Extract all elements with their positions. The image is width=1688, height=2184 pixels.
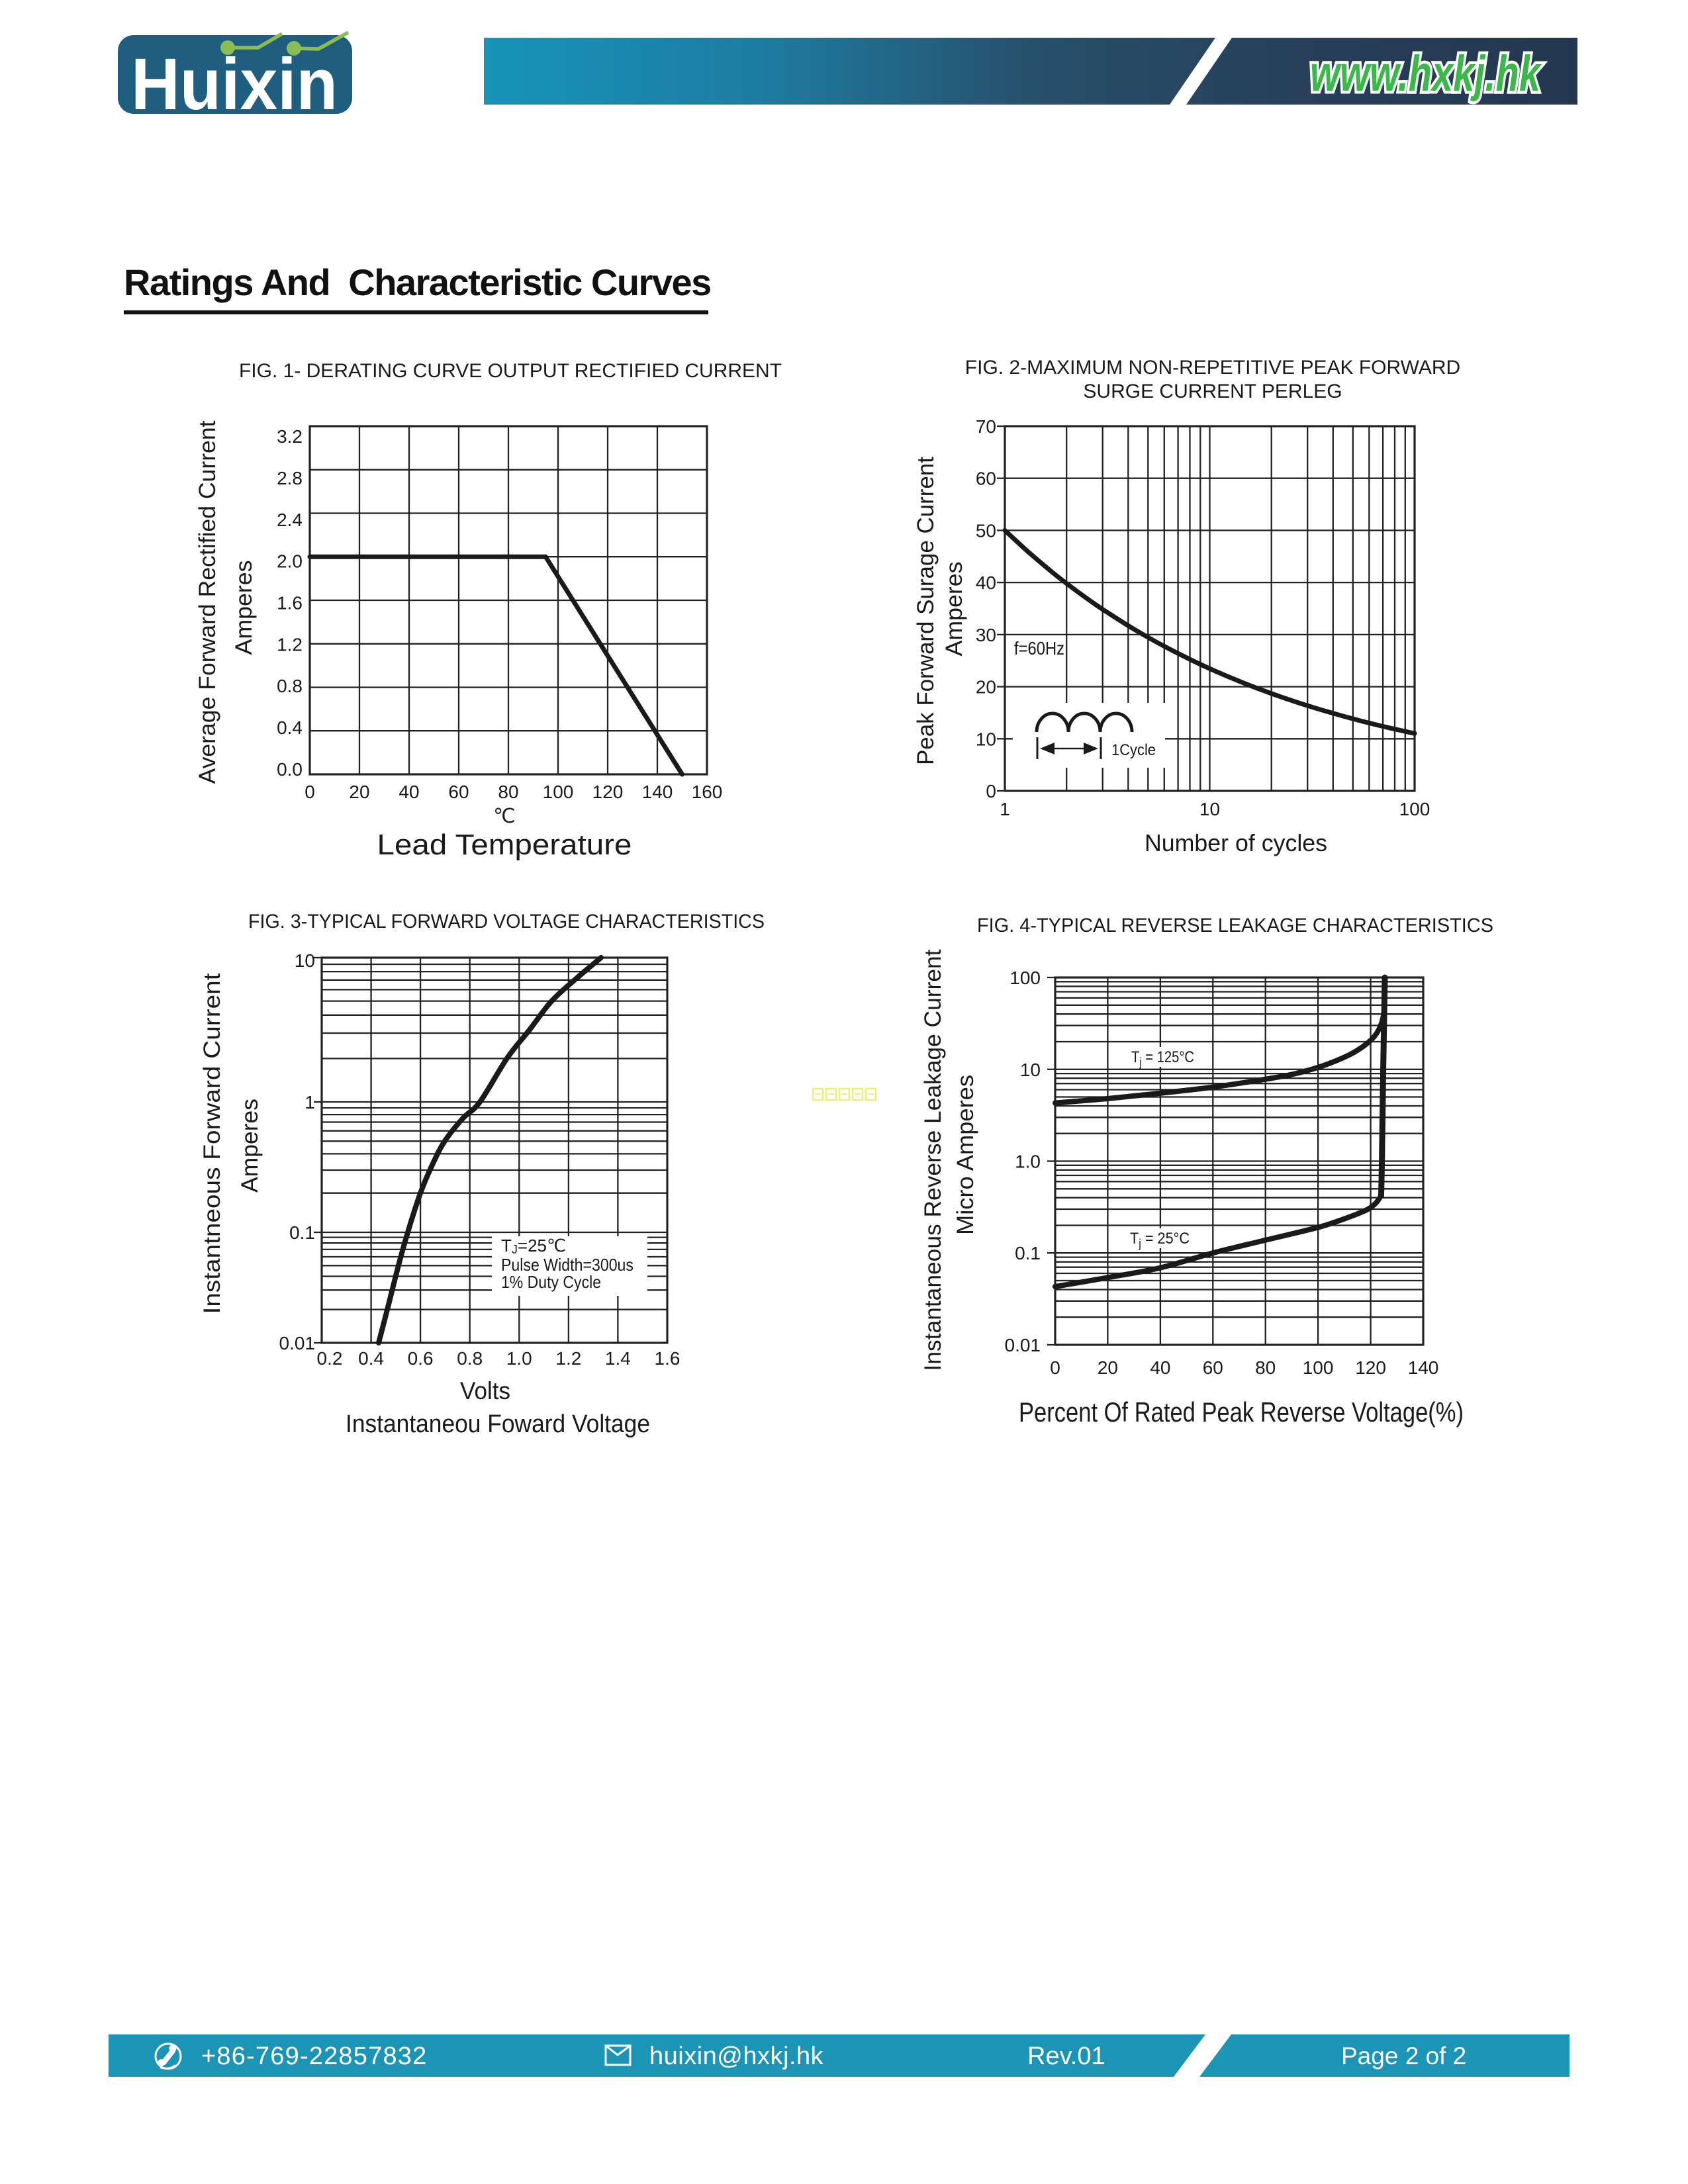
svg-text:60: 60 <box>976 469 996 489</box>
svg-text:1.6: 1.6 <box>655 1348 680 1369</box>
svg-text:20: 20 <box>349 782 369 802</box>
svg-text:0.4: 0.4 <box>358 1348 384 1369</box>
svg-text:1: 1 <box>1000 799 1010 819</box>
svg-text:FIG. 3-TYPICAL FORWARD VOLTAGE: FIG. 3-TYPICAL FORWARD VOLTAGE CHARACTER… <box>248 911 765 933</box>
svg-text:Pulse Width=300us: Pulse Width=300us <box>501 1255 633 1275</box>
svg-text:20: 20 <box>976 677 996 698</box>
svg-text:80: 80 <box>498 782 518 802</box>
svg-text:160: 160 <box>692 782 723 802</box>
svg-text:Tj = 125°C: Tj = 125°C <box>1131 1048 1194 1069</box>
svg-text:Huixin: Huixin <box>131 44 338 119</box>
svg-text:0.01: 0.01 <box>279 1333 316 1353</box>
svg-text:0.8: 0.8 <box>457 1348 483 1369</box>
svg-text:Page 2 of 2: Page 2 of 2 <box>1341 2042 1466 2070</box>
svg-text:Peak Forward Surage Current: Peak Forward Surage Current <box>913 457 939 765</box>
svg-text:1.2: 1.2 <box>277 634 303 655</box>
svg-text:Average Forward Rectified Curr: Average Forward Rectified Current <box>195 420 220 784</box>
svg-text:Lead Temperature: Lead Temperature <box>377 829 632 861</box>
svg-text:40: 40 <box>399 782 419 802</box>
svg-text:0: 0 <box>305 782 315 802</box>
svg-text:TJ=25℃: TJ=25℃ <box>501 1236 566 1256</box>
svg-text:40: 40 <box>976 572 996 593</box>
svg-text:www.hxkj.hk: www.hxkj.hk <box>1310 46 1542 102</box>
svg-text:1.0: 1.0 <box>1015 1152 1041 1172</box>
svg-text:10: 10 <box>976 729 996 749</box>
svg-text:0.6: 0.6 <box>408 1348 434 1369</box>
svg-text:Amperes: Amperes <box>941 562 967 657</box>
svg-text:30: 30 <box>976 625 996 645</box>
svg-text:80: 80 <box>1255 1357 1276 1378</box>
svg-text:0: 0 <box>1050 1357 1060 1378</box>
svg-text:Number of cycles: Number of cycles <box>1145 829 1327 856</box>
svg-text:140: 140 <box>1408 1357 1439 1378</box>
svg-text:10: 10 <box>1199 799 1220 819</box>
svg-text:0.4: 0.4 <box>277 717 303 738</box>
svg-text:Percent Of Rated Peak Reverse: Percent Of Rated Peak Reverse Voltage(%) <box>1019 1396 1464 1428</box>
svg-text:0.0: 0.0 <box>277 759 303 780</box>
svg-text:10: 10 <box>295 950 315 971</box>
svg-text:FIG. 2-MAXIMUM NON-REPETITIVE: FIG. 2-MAXIMUM NON-REPETITIVE PEAK FORWA… <box>965 357 1460 379</box>
svg-text:3.2: 3.2 <box>277 426 303 447</box>
svg-text:Volts: Volts <box>460 1377 510 1404</box>
svg-text:0.2: 0.2 <box>317 1348 343 1369</box>
svg-text:2.4: 2.4 <box>277 510 303 530</box>
svg-text:f=60Hz: f=60Hz <box>1014 638 1064 659</box>
svg-text:0.1: 0.1 <box>289 1222 315 1243</box>
svg-text:1.0: 1.0 <box>506 1348 532 1369</box>
svg-text:120: 120 <box>592 782 624 802</box>
svg-text:120: 120 <box>1355 1357 1386 1378</box>
svg-text:0: 0 <box>986 781 996 801</box>
svg-text:FIG. 1- DERATING CURVE OUTPUT: FIG. 1- DERATING CURVE OUTPUT RECTIFIED … <box>239 360 782 382</box>
svg-text:1Cycle: 1Cycle <box>1111 741 1156 759</box>
svg-text:1.2: 1.2 <box>555 1348 581 1369</box>
svg-text:100: 100 <box>1399 799 1430 819</box>
svg-text:Amperes: Amperes <box>237 1099 263 1193</box>
svg-text:70: 70 <box>976 416 996 437</box>
svg-text:1% Duty Cycle: 1% Duty Cycle <box>501 1272 601 1292</box>
svg-text:40: 40 <box>1150 1357 1170 1378</box>
svg-text:Instantaneous Reverse Leakage: Instantaneous Reverse Leakage Current <box>920 949 946 1371</box>
svg-text:1: 1 <box>305 1092 315 1113</box>
svg-text:huixin@hxkj.hk: huixin@hxkj.hk <box>649 2042 824 2070</box>
svg-text:100: 100 <box>1303 1357 1334 1378</box>
svg-text:+86-769-22857832: +86-769-22857832 <box>201 2042 427 2070</box>
svg-text:SURGE CURRENT PERLEG: SURGE CURRENT PERLEG <box>1083 381 1342 402</box>
svg-text:2.0: 2.0 <box>277 551 303 572</box>
svg-text:0.1: 0.1 <box>1015 1243 1041 1263</box>
svg-text:Amperes: Amperes <box>231 561 257 655</box>
svg-text:60: 60 <box>1203 1357 1223 1378</box>
svg-text:20: 20 <box>1098 1357 1118 1378</box>
svg-text:2.8: 2.8 <box>277 468 303 488</box>
svg-text:Instantaneou Foward Voltage: Instantaneou Foward Voltage <box>346 1410 650 1438</box>
svg-text:1.4: 1.4 <box>605 1348 631 1369</box>
svg-text:℃: ℃ <box>493 805 516 827</box>
svg-text:FIG. 4-TYPICAL REVERSE LEAKAGE: FIG. 4-TYPICAL REVERSE LEAKAGE CHARACTER… <box>977 915 1493 936</box>
svg-text:Micro Amperes: Micro Amperes <box>953 1075 978 1235</box>
svg-text:Instantneous Forward Current: Instantneous Forward Current <box>199 973 225 1314</box>
svg-text:0.8: 0.8 <box>277 676 303 696</box>
svg-text:60: 60 <box>448 782 469 802</box>
svg-text:100: 100 <box>543 782 574 802</box>
svg-text:Rev.01: Rev.01 <box>1027 2042 1105 2070</box>
svg-text:10: 10 <box>1020 1060 1041 1080</box>
svg-text:0.01: 0.01 <box>1005 1335 1041 1355</box>
svg-text:50: 50 <box>976 520 996 541</box>
svg-text:140: 140 <box>642 782 673 802</box>
svg-text:100: 100 <box>1009 968 1041 988</box>
svg-text:1.6: 1.6 <box>277 593 303 614</box>
